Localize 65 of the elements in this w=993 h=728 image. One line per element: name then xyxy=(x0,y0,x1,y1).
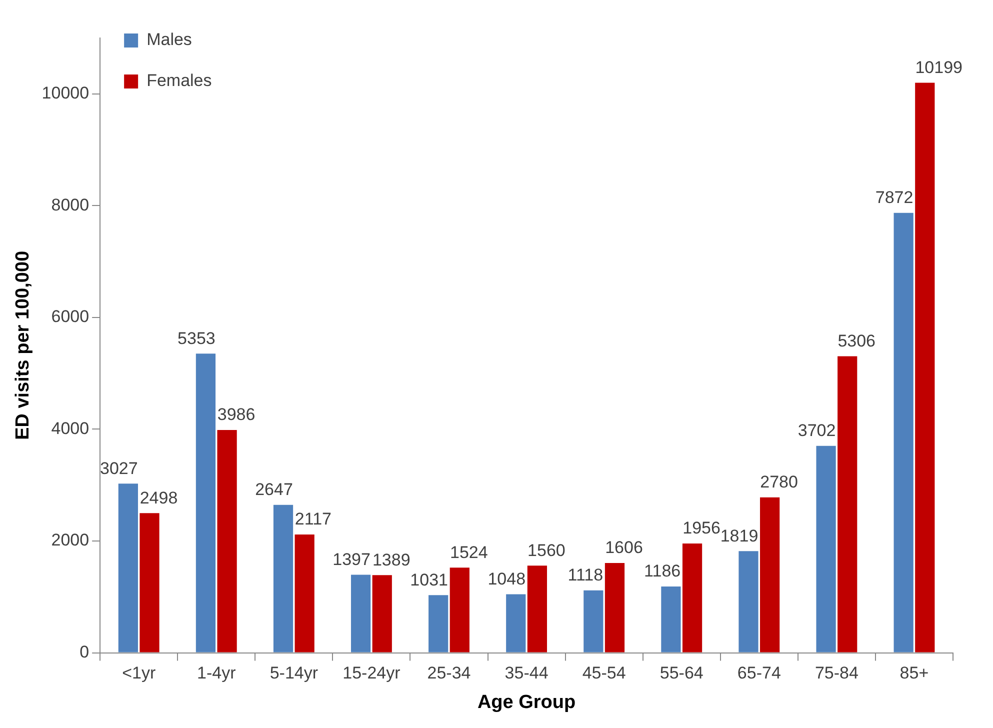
bar xyxy=(118,484,138,652)
data-label: 1389 xyxy=(372,550,410,570)
data-label: 1397 xyxy=(332,550,370,569)
x-axis-title: Age Group xyxy=(477,692,576,713)
bar xyxy=(816,446,836,652)
y-tick-label: 8000 xyxy=(51,195,90,214)
data-label: 7872 xyxy=(875,188,914,208)
x-tick-label: 15-24yr xyxy=(342,664,401,683)
bar xyxy=(682,543,702,652)
data-label: 1186 xyxy=(644,562,681,581)
data-label: 2780 xyxy=(760,472,798,492)
bar xyxy=(428,595,448,652)
y-tick-label: 4000 xyxy=(51,418,90,438)
x-tick-label: 65-74 xyxy=(737,664,781,683)
data-label: 1048 xyxy=(488,569,526,588)
x-tick-label: <1yr xyxy=(122,664,156,683)
x-tick-label: 1-4yr xyxy=(197,664,236,683)
bar xyxy=(838,356,858,652)
data-label: 1956 xyxy=(682,518,720,538)
bar xyxy=(738,551,758,652)
x-tick-label: 35-44 xyxy=(504,664,548,683)
y-axis-title: ED visits per 100,000 xyxy=(12,250,34,440)
x-tick-label: 75-84 xyxy=(814,664,858,683)
bar xyxy=(527,566,548,652)
data-label: 1560 xyxy=(528,540,566,560)
bar xyxy=(140,513,160,652)
x-tick-label: 25-34 xyxy=(427,664,471,683)
bar xyxy=(196,354,216,652)
x-tick-label: 85+ xyxy=(900,664,929,683)
bar xyxy=(915,82,935,652)
data-label: 1606 xyxy=(605,538,643,558)
data-label: 1524 xyxy=(450,542,488,562)
data-label: 3986 xyxy=(217,405,256,424)
bar xyxy=(372,575,392,652)
legend-label: Males xyxy=(146,30,192,50)
data-label: 2647 xyxy=(255,480,293,500)
data-label: 10199 xyxy=(915,58,963,77)
bar xyxy=(350,574,371,652)
data-label: 1031 xyxy=(410,570,448,590)
legend-label: Females xyxy=(146,71,212,90)
data-label: 3702 xyxy=(798,421,836,440)
y-tick-label: 10000 xyxy=(42,84,90,103)
x-tick-label: 45-54 xyxy=(582,664,626,683)
y-tick-label: 0 xyxy=(80,642,90,662)
bar xyxy=(273,504,294,652)
x-tick-label: 55-64 xyxy=(660,664,704,683)
bar xyxy=(760,497,780,652)
y-tick-label: 2000 xyxy=(51,530,90,550)
bar xyxy=(604,563,625,652)
data-label: 3027 xyxy=(100,458,138,478)
bar xyxy=(584,590,604,652)
bar xyxy=(506,594,526,652)
data-label: 2117 xyxy=(294,510,332,529)
bar xyxy=(217,430,237,652)
data-label: 2498 xyxy=(140,488,178,508)
data-label: 5353 xyxy=(178,328,216,348)
bar xyxy=(294,534,314,652)
bar xyxy=(661,586,681,652)
data-label: 1118 xyxy=(568,566,604,584)
y-tick-label: 6000 xyxy=(51,307,90,326)
bar xyxy=(894,212,914,652)
bar xyxy=(450,568,470,652)
data-label: 5306 xyxy=(838,331,876,350)
data-label: 1819 xyxy=(720,526,758,546)
x-tick-label: 5-14yr xyxy=(270,664,318,683)
